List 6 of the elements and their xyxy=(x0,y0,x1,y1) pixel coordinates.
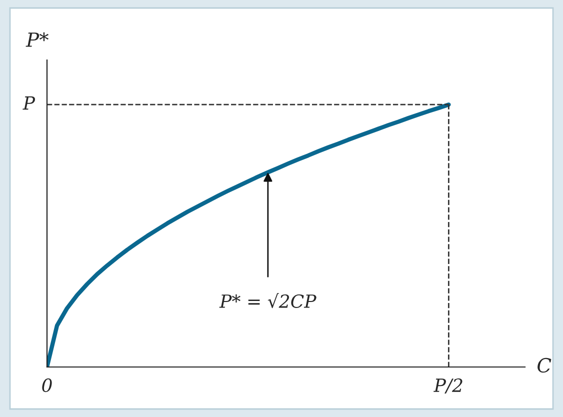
annotation: P* = √2CP xyxy=(219,293,316,308)
y-axis-title: P* xyxy=(26,32,49,47)
x-tick-label: 0 xyxy=(42,378,52,392)
x-axis-title: C xyxy=(538,358,552,373)
x-tick-label: P/2 xyxy=(434,378,462,394)
ref-line-label: P xyxy=(22,96,36,110)
